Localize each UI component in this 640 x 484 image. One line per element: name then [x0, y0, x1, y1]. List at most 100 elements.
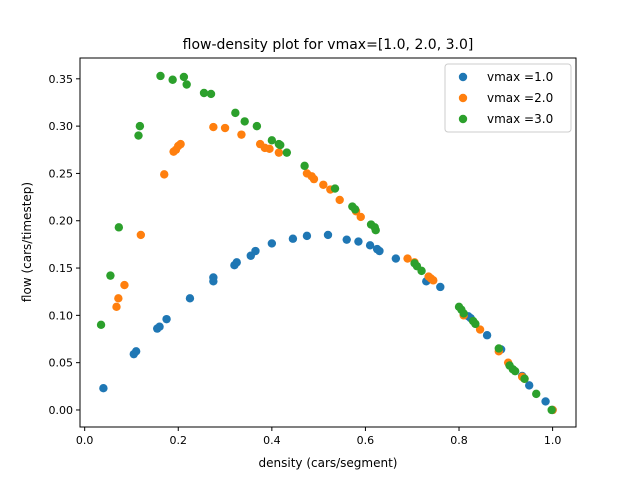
- x-tick-label: 0.2: [170, 434, 188, 447]
- x-tick-label: 0.8: [450, 434, 468, 447]
- data-point-series-1-7: [185, 294, 195, 303]
- data-point-series-1-5: [155, 322, 164, 331]
- y-tick-label: 0.05: [49, 357, 74, 370]
- data-point-series-3-9: [182, 80, 191, 89]
- data-point-series-2-24: [356, 212, 365, 222]
- data-point-series-3-28: [417, 266, 426, 276]
- data-point-series-3-34: [494, 344, 503, 353]
- data-point-series-2-31: [475, 325, 485, 334]
- data-point-series-3-1: [96, 320, 106, 330]
- x-axis: 0.0 0.2 0.4 0.6 0.8 1.0: [76, 427, 561, 447]
- data-point-series-1-9: [209, 273, 218, 282]
- data-point-series-1-20: [365, 241, 375, 250]
- data-point-series-1-23: [391, 254, 401, 263]
- data-point-series-1-6: [162, 314, 171, 324]
- data-point-series-1-16: [302, 231, 312, 241]
- y-tick-label: 0.15: [49, 262, 74, 275]
- x-tick-label: 0.6: [357, 434, 375, 447]
- data-point-series-3-33: [471, 319, 480, 329]
- data-point-series-2-9: [176, 139, 185, 149]
- data-point-series-2-10: [209, 122, 218, 132]
- data-point-series-3-39: [532, 389, 541, 399]
- y-tick-label: 0.35: [49, 73, 74, 86]
- data-point-series-3-40: [547, 405, 556, 415]
- y-tick-label: 0.00: [49, 404, 74, 417]
- data-point-series-1-33: [541, 397, 550, 406]
- data-point-series-1-11: [232, 258, 241, 267]
- data-point-series-1-26: [436, 282, 445, 292]
- data-point-series-3-20: [330, 184, 340, 193]
- data-point-series-3-22: [350, 205, 360, 214]
- data-point-series-3-11: [206, 89, 216, 99]
- data-point-series-1-18: [342, 235, 351, 244]
- data-point-series-3-5: [135, 121, 145, 131]
- legend-label-1: vmax =1.0: [487, 70, 553, 84]
- legend: vmax =1.0 vmax =2.0 vmax =3.0: [444, 63, 572, 133]
- y-axis: 0.00 0.05 0.10 0.15 0.20 0.25 0.30 0.35: [49, 73, 80, 417]
- legend-marker-1: [458, 72, 468, 82]
- data-point-series-3-7: [168, 75, 177, 84]
- data-point-series-3-12: [231, 108, 240, 118]
- y-tick-label: 0.10: [49, 309, 74, 322]
- data-point-series-2-1: [112, 302, 121, 312]
- data-point-series-3-3: [114, 223, 124, 232]
- y-tick-label: 0.25: [49, 167, 74, 180]
- data-point-series-1-14: [267, 239, 277, 248]
- data-point-series-2-11: [220, 123, 230, 133]
- series-3: [96, 71, 556, 415]
- data-point-series-1-13: [251, 246, 260, 256]
- x-tick-label: 0.4: [263, 434, 281, 447]
- axes-frame: [79, 57, 577, 428]
- x-axis-label: density (cars/segment): [259, 456, 398, 470]
- data-point-series-1-17: [323, 230, 333, 240]
- data-point-series-3-14: [252, 121, 262, 131]
- data-point-series-3-31: [459, 309, 468, 318]
- legend-marker-2: [458, 93, 468, 103]
- data-point-series-2-12: [237, 130, 246, 139]
- data-point-series-3-4: [134, 131, 143, 140]
- data-point-series-2-15: [265, 144, 274, 154]
- y-axis-label: flow (cars/timestep): [20, 182, 34, 302]
- data-point-series-3-19: [300, 161, 309, 171]
- legend-marker-3: [458, 114, 468, 124]
- data-point-series-1-29: [482, 331, 492, 340]
- data-point-series-2-5: [160, 170, 169, 179]
- y-tick-label: 0.30: [49, 120, 74, 133]
- data-point-series-1-22: [375, 246, 384, 256]
- data-point-series-3-25: [371, 226, 380, 235]
- data-point-series-3-2: [106, 271, 115, 280]
- data-point-series-3-18: [282, 148, 292, 157]
- data-point-series-2-25: [403, 254, 412, 263]
- data-point-series-3-6: [156, 71, 165, 81]
- data-point-series-2-4: [136, 230, 146, 240]
- data-point-series-2-2: [114, 294, 123, 303]
- data-point-series-2-3: [120, 280, 129, 290]
- y-tick-label: 0.20: [49, 215, 74, 228]
- x-tick-label: 0.0: [76, 434, 94, 447]
- data-point-series-3-17: [276, 140, 285, 150]
- legend-label-2: vmax =2.0: [487, 91, 553, 105]
- data-point-series-2-19: [309, 174, 319, 184]
- data-point-series-2-16: [274, 148, 284, 157]
- data-point-series-1-32: [525, 381, 534, 390]
- data-point-series-1-15: [288, 234, 298, 243]
- data-point-series-1-19: [354, 237, 363, 246]
- data-point-series-3-13: [240, 117, 249, 126]
- data-point-series-3-8: [179, 72, 189, 82]
- data-point-series-3-37: [510, 366, 520, 376]
- data-point-series-3-10: [199, 88, 209, 98]
- data-point-series-1-1: [99, 384, 108, 393]
- data-point-series-2-22: [335, 195, 344, 205]
- chart-title: flow-density plot for vmax=[1.0, 2.0, 3.…: [183, 37, 474, 53]
- legend-box: [444, 63, 572, 133]
- data-point-series-2-29: [429, 276, 438, 285]
- data-point-series-1-3: [131, 347, 141, 356]
- x-tick-label: 1.0: [544, 434, 562, 447]
- data-point-series-3-15: [267, 136, 277, 145]
- data-point-series-2-20: [319, 180, 328, 189]
- legend-label-3: vmax =3.0: [487, 112, 553, 126]
- plot-area: [96, 71, 557, 415]
- data-point-series-3-38: [520, 374, 529, 383]
